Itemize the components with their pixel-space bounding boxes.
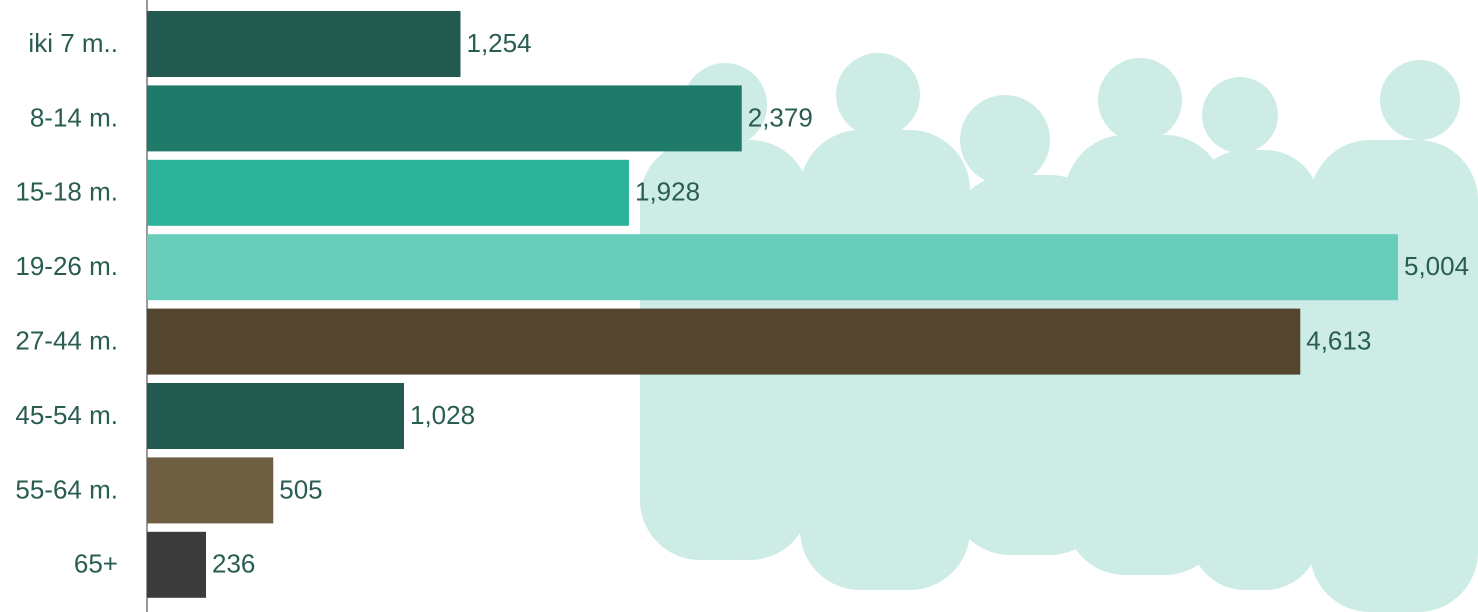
value-label: 236: [212, 549, 255, 579]
value-label: 1,254: [467, 28, 532, 58]
bar: [147, 308, 1301, 375]
bar: [147, 11, 461, 77]
bar: [147, 531, 206, 598]
value-label: 4,613: [1306, 325, 1371, 355]
bar: [147, 457, 274, 524]
bar: [147, 234, 1398, 301]
y-tick-label: 15-18 m.: [15, 177, 118, 207]
y-tick-label: 27-44 m.: [15, 325, 118, 355]
y-tick-label: 55-64 m.: [15, 474, 118, 504]
value-label: 5,004: [1404, 251, 1469, 281]
value-label: 1,928: [635, 177, 700, 207]
value-label: 505: [279, 474, 322, 504]
bar: [147, 383, 404, 449]
y-tick-label: iki 7 m..: [28, 28, 118, 58]
bar: [147, 159, 629, 226]
value-label: 2,379: [748, 102, 813, 132]
y-tick-label: 65+: [74, 549, 118, 579]
y-tick-label: 19-26 m.: [15, 251, 118, 281]
y-tick-label: 45-54 m.: [15, 400, 118, 430]
bar: [147, 85, 742, 152]
value-label: 1,028: [410, 400, 475, 430]
y-tick-label: 8-14 m.: [30, 102, 118, 132]
